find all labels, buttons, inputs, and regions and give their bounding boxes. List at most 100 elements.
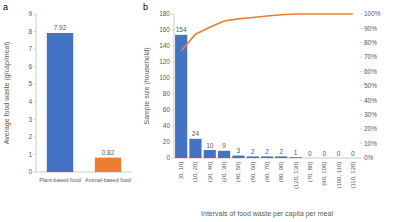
y-tick-label: 160 bbox=[159, 26, 170, 33]
x-tick-label: Plant-based food bbox=[39, 177, 81, 183]
x-tick-label: (80, 90] bbox=[278, 162, 284, 183]
marks bbox=[175, 14, 353, 158]
y-axis-label: Sample size (household) bbox=[143, 47, 151, 124]
panel-label: a bbox=[3, 2, 8, 12]
y2-tick bbox=[360, 158, 363, 159]
bar bbox=[347, 158, 359, 159]
data-label: 7.92 bbox=[54, 24, 67, 31]
y-tick-label: 80 bbox=[163, 90, 171, 97]
y-tick-label: 60 bbox=[163, 106, 171, 113]
data-label: 24 bbox=[192, 130, 200, 137]
bar bbox=[304, 158, 316, 159]
x-tick-label: (50, 60] bbox=[250, 162, 256, 183]
y-tick-label: 120 bbox=[159, 58, 170, 65]
data-label: 2 bbox=[251, 148, 255, 155]
y2-tick bbox=[360, 71, 363, 72]
bar bbox=[204, 150, 216, 158]
bar bbox=[290, 157, 302, 158]
y2-tick bbox=[360, 86, 363, 87]
y-axis bbox=[174, 14, 175, 158]
y2-tick bbox=[360, 143, 363, 144]
bar bbox=[189, 139, 201, 158]
panel-label: b bbox=[143, 2, 148, 12]
y-tick-label: 0 bbox=[28, 168, 32, 175]
data-label: 0 bbox=[351, 150, 355, 157]
x-tick-label: (20, 30] bbox=[221, 162, 227, 183]
y2-tick-label: 0% bbox=[364, 154, 374, 161]
x-tick-label: (110, 120] bbox=[350, 162, 356, 189]
bar bbox=[275, 156, 287, 158]
data-label: 0 bbox=[337, 150, 341, 157]
y2-tick bbox=[360, 114, 363, 115]
y2-tick-label: 90% bbox=[364, 25, 377, 32]
y2-tick-label: 50% bbox=[364, 82, 377, 89]
data-label: 154 bbox=[176, 26, 187, 33]
y-axis bbox=[36, 14, 37, 172]
x-tick-label: (120, 130] bbox=[293, 162, 299, 189]
data-label: 10 bbox=[206, 142, 214, 149]
figure: a 0 1 2 3 4 5 6 7 8 9 Average food waste (g/cap/mea… bbox=[0, 0, 409, 222]
y2-tick-label: 60% bbox=[364, 68, 377, 75]
data-label: 0 bbox=[322, 150, 326, 157]
y2-tick bbox=[360, 129, 363, 130]
bar bbox=[318, 158, 330, 159]
y-tick-label: 20 bbox=[163, 138, 171, 145]
y2-tick bbox=[360, 57, 363, 58]
x-tick-label: (40, 50] bbox=[235, 162, 241, 183]
data-label: 0 bbox=[308, 150, 312, 157]
x-tick-label: (10, 20] bbox=[192, 162, 198, 183]
y-tick-label: 3 bbox=[28, 116, 32, 123]
bar bbox=[261, 156, 273, 158]
data-label: 9 bbox=[222, 142, 226, 149]
y-tick-label: 6 bbox=[28, 63, 32, 70]
line bbox=[181, 14, 353, 51]
panel-0: a0123456789Average food waste (g/cap/mea… bbox=[3, 2, 132, 183]
data-label: 1 bbox=[294, 149, 298, 156]
x-tick-label: [0, 10] bbox=[178, 162, 184, 179]
data-label: 0.82 bbox=[102, 149, 115, 156]
x-tick-label: Animal-based food bbox=[85, 177, 131, 183]
y2-tick bbox=[360, 14, 363, 15]
y2-tick-label: 30% bbox=[364, 111, 377, 118]
data-labels: 15424109322210000 bbox=[176, 26, 355, 156]
y-tick-label: 100 bbox=[159, 74, 170, 81]
y-tick-label: 4 bbox=[28, 98, 32, 105]
y-tick-label: 0 bbox=[166, 154, 170, 161]
y2-tick-label: 20% bbox=[364, 125, 377, 132]
y-tick-label: 180 bbox=[159, 10, 170, 17]
x-tick-label: (90, 100] bbox=[321, 162, 327, 186]
y2-tick-label: 40% bbox=[364, 97, 377, 104]
y-tick-label: 2 bbox=[28, 133, 32, 140]
y2-tick-label: 80% bbox=[364, 39, 377, 46]
data-labels: 7.92 0.82 bbox=[54, 24, 115, 156]
y-tick-label: 8 bbox=[28, 28, 32, 35]
bar bbox=[332, 158, 344, 159]
y2-tick-label: 100% bbox=[364, 10, 381, 17]
data-label: 3 bbox=[237, 147, 241, 154]
bar bbox=[47, 33, 73, 172]
x-tick-label: (70, 80] bbox=[307, 162, 313, 183]
y2-tick-label: 10% bbox=[364, 140, 377, 147]
y-axis-label: Average food waste (g/cap/meal) bbox=[3, 42, 11, 145]
y2-tick bbox=[360, 100, 363, 101]
y-tick-label: 9 bbox=[28, 10, 32, 17]
bar bbox=[95, 158, 121, 172]
y2-tick-label: 70% bbox=[364, 53, 377, 60]
bar bbox=[218, 151, 230, 158]
x-tick-label: (30, 40] bbox=[207, 162, 213, 183]
y2-tick bbox=[360, 28, 363, 29]
data-label: 2 bbox=[279, 148, 283, 155]
panel-1: b0204060801001201401601800%10%20%30%40%5… bbox=[143, 2, 381, 218]
y-tick-label: 5 bbox=[28, 80, 32, 87]
bar bbox=[175, 35, 187, 158]
data-label: 2 bbox=[265, 148, 269, 155]
bar bbox=[232, 156, 244, 158]
y-tick-label: 140 bbox=[159, 42, 170, 49]
bar bbox=[247, 156, 259, 158]
marks bbox=[47, 33, 121, 172]
y-tick-label: 7 bbox=[28, 45, 32, 52]
x-tick-label: (100, 110] bbox=[336, 162, 342, 189]
x-axis-label: Intervals of food waste per capita per m… bbox=[201, 210, 333, 218]
x-tick-label: (60, 70] bbox=[264, 162, 270, 183]
y-tick-label: 40 bbox=[163, 122, 171, 129]
